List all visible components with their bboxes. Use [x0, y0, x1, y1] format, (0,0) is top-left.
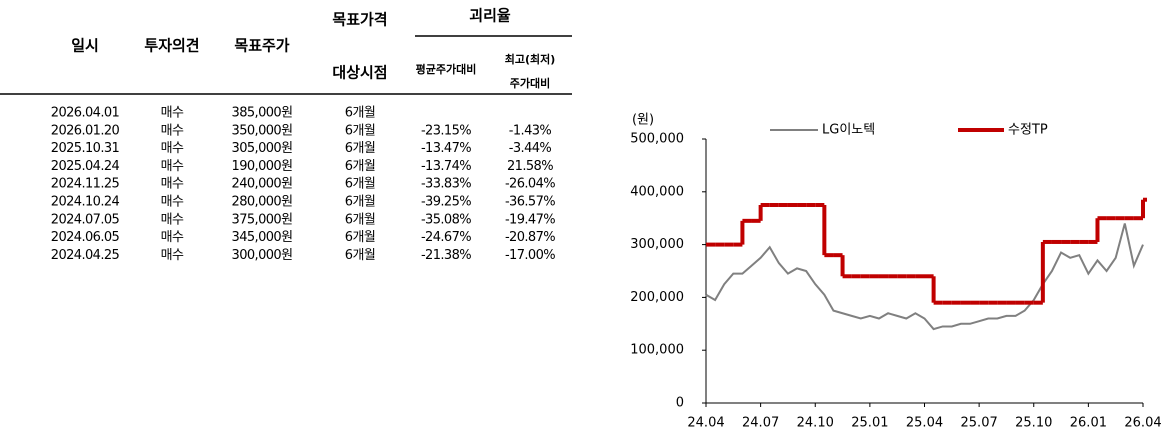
table-cell: 345,000원	[232, 230, 293, 245]
x-tick-label: 25.07	[961, 416, 998, 431]
y-tick-label: 200,000	[630, 290, 684, 305]
table-cell: 2026.01.20	[51, 123, 120, 138]
x-tick-label: 24.07	[742, 416, 779, 431]
table-cell: -26.04%	[505, 177, 555, 192]
header: 주가대비	[510, 76, 550, 90]
table-cell: 300,000원	[232, 248, 293, 263]
table-cell: 385,000원	[232, 106, 293, 121]
table-cell: 매수	[161, 141, 184, 156]
table-cell: 매수	[161, 230, 184, 245]
table-cell: 350,000원	[232, 123, 293, 138]
table-cell: 매수	[161, 177, 184, 192]
table-cell: 21.58%	[507, 159, 553, 174]
price-line	[705, 223, 1144, 331]
table-cell: 매수	[161, 212, 184, 227]
table-cell: 2026.04.01	[51, 106, 120, 121]
table-cell: 6개월	[345, 177, 375, 192]
table-cell: 2024.04.25	[51, 248, 120, 263]
legend-label: LG이노텍	[822, 123, 875, 138]
table-cell: 6개월	[345, 106, 375, 121]
table-cell: 6개월	[345, 212, 375, 227]
table-cell: -35.08%	[421, 212, 471, 227]
table-cell: -33.83%	[421, 177, 471, 192]
table-cell: 2024.06.05	[51, 230, 120, 245]
header: 평균주가대비	[416, 62, 477, 76]
table-cell: 2024.07.05	[51, 212, 120, 227]
table-cell: 6개월	[345, 230, 375, 245]
table-cell: 6개월	[345, 195, 375, 210]
x-tick-label: 24.04	[687, 416, 724, 431]
table-cell: 305,000원	[232, 141, 293, 156]
table-cell: 매수	[161, 248, 184, 263]
table-cell: 2024.11.25	[51, 177, 120, 192]
header: 대상시점	[332, 64, 387, 82]
table-cell: 6개월	[345, 141, 375, 156]
table-cell: -20.87%	[505, 230, 555, 245]
table-cell: -23.15%	[421, 123, 471, 138]
y-tick-label: 300,000	[630, 237, 684, 252]
table-cell: -17.00%	[505, 248, 555, 263]
x-tick-label: 25.04	[906, 416, 943, 431]
table-cell: 240,000원	[232, 177, 293, 192]
table-cell: -13.47%	[421, 141, 471, 156]
header: 투자의견	[144, 37, 199, 55]
legend-label: 수정TP	[1008, 123, 1048, 138]
table-cell: 매수	[161, 106, 184, 121]
table-cell: -24.67%	[421, 230, 471, 245]
table-cell: 2024.10.24	[51, 195, 120, 210]
y-tick-label: 0	[676, 396, 684, 411]
table-cell: 190,000원	[232, 159, 293, 174]
table-cell: -13.74%	[421, 159, 471, 174]
y-tick-label: 500,000	[630, 132, 684, 147]
header: 목표주가	[234, 37, 289, 55]
table-cell: 매수	[161, 159, 184, 174]
table-cell: -21.38%	[421, 248, 471, 263]
table-cell: 6개월	[345, 123, 375, 138]
header: 최고(최저)	[505, 52, 556, 66]
table-cell: 매수	[161, 195, 184, 210]
header: 목표가격	[332, 11, 387, 29]
y-tick-label: 100,000	[630, 343, 684, 358]
table-cell: 6개월	[345, 248, 375, 263]
table-cell: 2025.04.24	[51, 159, 120, 174]
x-tick-label: 26.01	[1070, 416, 1107, 431]
table-cell: -19.47%	[505, 212, 555, 227]
x-tick-label: 25.01	[851, 416, 888, 431]
table-cell: -3.44%	[509, 141, 552, 156]
table-cell: -39.25%	[421, 195, 471, 210]
table-cell: -36.57%	[505, 195, 555, 210]
table-cell: 6개월	[345, 159, 375, 174]
header: 괴리율	[469, 7, 511, 25]
x-tick-label: 24.10	[797, 416, 834, 431]
y-unit: (원)	[632, 113, 654, 128]
y-tick-label: 400,000	[630, 184, 684, 199]
x-tick-label: 26.04	[1124, 416, 1161, 431]
table-cell: 매수	[161, 123, 184, 138]
header: 일시	[71, 37, 99, 55]
table-cell: 375,000원	[232, 212, 293, 227]
x-tick-label: 25.10	[1015, 416, 1052, 431]
table-cell: 2025.10.31	[51, 141, 120, 156]
table-cell: 280,000원	[232, 195, 293, 210]
table-cell: -1.43%	[509, 123, 552, 138]
